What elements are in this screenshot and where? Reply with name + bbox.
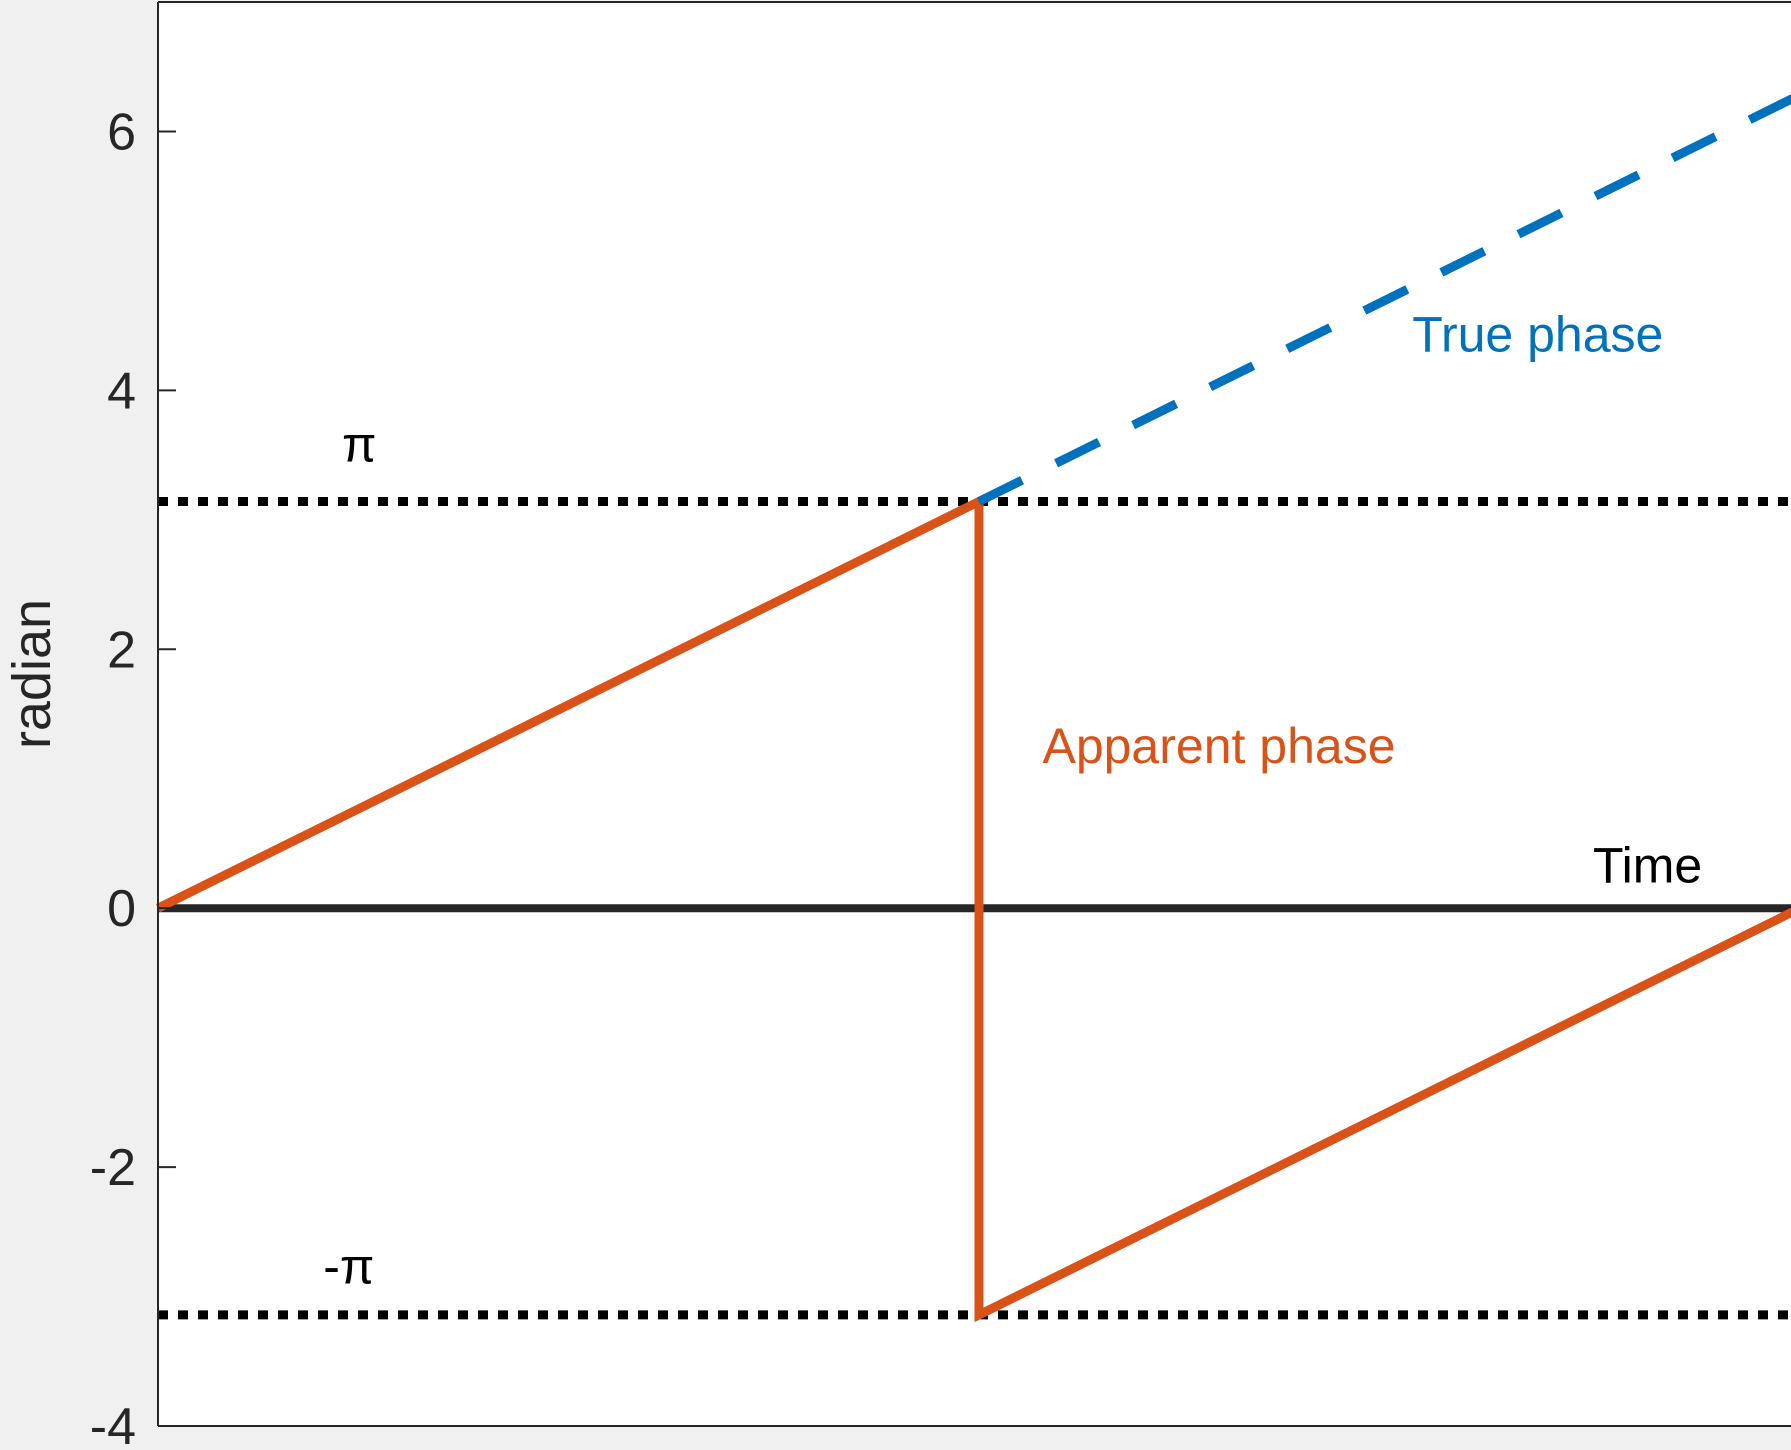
annotation-apparent-phase-label: Apparent phase bbox=[1042, 718, 1395, 774]
series-apparent-phase bbox=[156, 494, 1791, 1323]
axis-layer: -4 -2 0 2 4 6 bbox=[90, 1, 1791, 1450]
y-tick-label: 0 bbox=[107, 880, 136, 938]
annotation-time-label: Time bbox=[1593, 837, 1702, 893]
y-tick-label: 2 bbox=[107, 621, 136, 679]
y-axis-label: radian bbox=[2, 599, 62, 749]
annotation-layer: True phase Apparent phase Time π -π bbox=[323, 307, 1702, 1295]
annotation-true-phase-label: True phase bbox=[1412, 307, 1663, 363]
y-tick-label: -2 bbox=[90, 1139, 136, 1197]
series-true-phase bbox=[977, 94, 1791, 506]
y-tick-label: 4 bbox=[107, 362, 136, 420]
y-tick-label: 6 bbox=[107, 103, 136, 161]
annotation-neg-pi-label: -π bbox=[323, 1239, 374, 1295]
annotation-pi-label: π bbox=[342, 417, 377, 473]
series-layer bbox=[156, 94, 1791, 1323]
y-tick-label: -4 bbox=[90, 1398, 136, 1450]
